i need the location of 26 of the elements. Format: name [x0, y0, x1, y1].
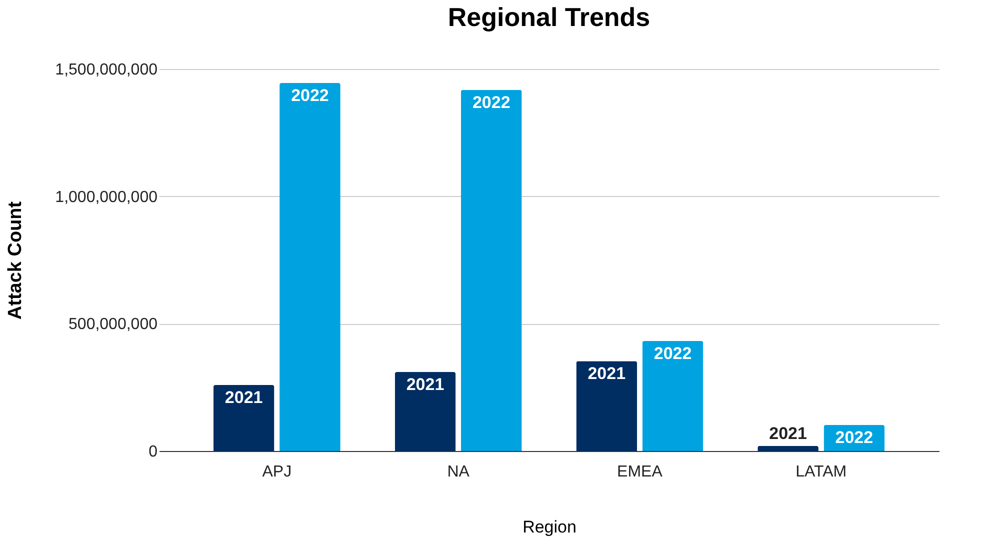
y-tick-label: 1,000,000,000	[55, 188, 158, 206]
x-tick-label: EMEA	[617, 464, 663, 480]
series-label: 2021	[224, 388, 263, 408]
series-label: 2022	[291, 86, 329, 106]
text: 2022	[835, 428, 874, 448]
y-tick-label: 1,500,000,000	[55, 62, 158, 78]
chart-title: Regional Trends	[448, 2, 650, 32]
x-tick-label: APJ	[262, 464, 292, 480]
x-tick-label: LATAM	[796, 464, 847, 480]
text: 2021	[769, 424, 807, 443]
text: 2021	[406, 375, 444, 394]
y-tick-label: 500,000,000	[68, 316, 158, 334]
x-tick-label: NA	[447, 464, 470, 480]
bar	[758, 446, 818, 451]
bar	[280, 83, 340, 451]
text: 2022	[654, 344, 692, 363]
bar	[576, 361, 638, 451]
text: 2021	[588, 364, 626, 384]
bar	[460, 90, 522, 451]
y-axis-title: Attack Count	[5, 200, 26, 320]
text: 2022	[472, 92, 510, 112]
bar	[213, 385, 274, 451]
bar	[394, 372, 456, 451]
bar	[642, 340, 704, 451]
x-axis-title: Region	[522, 518, 576, 536]
y-tick-label: 0	[148, 444, 158, 460]
